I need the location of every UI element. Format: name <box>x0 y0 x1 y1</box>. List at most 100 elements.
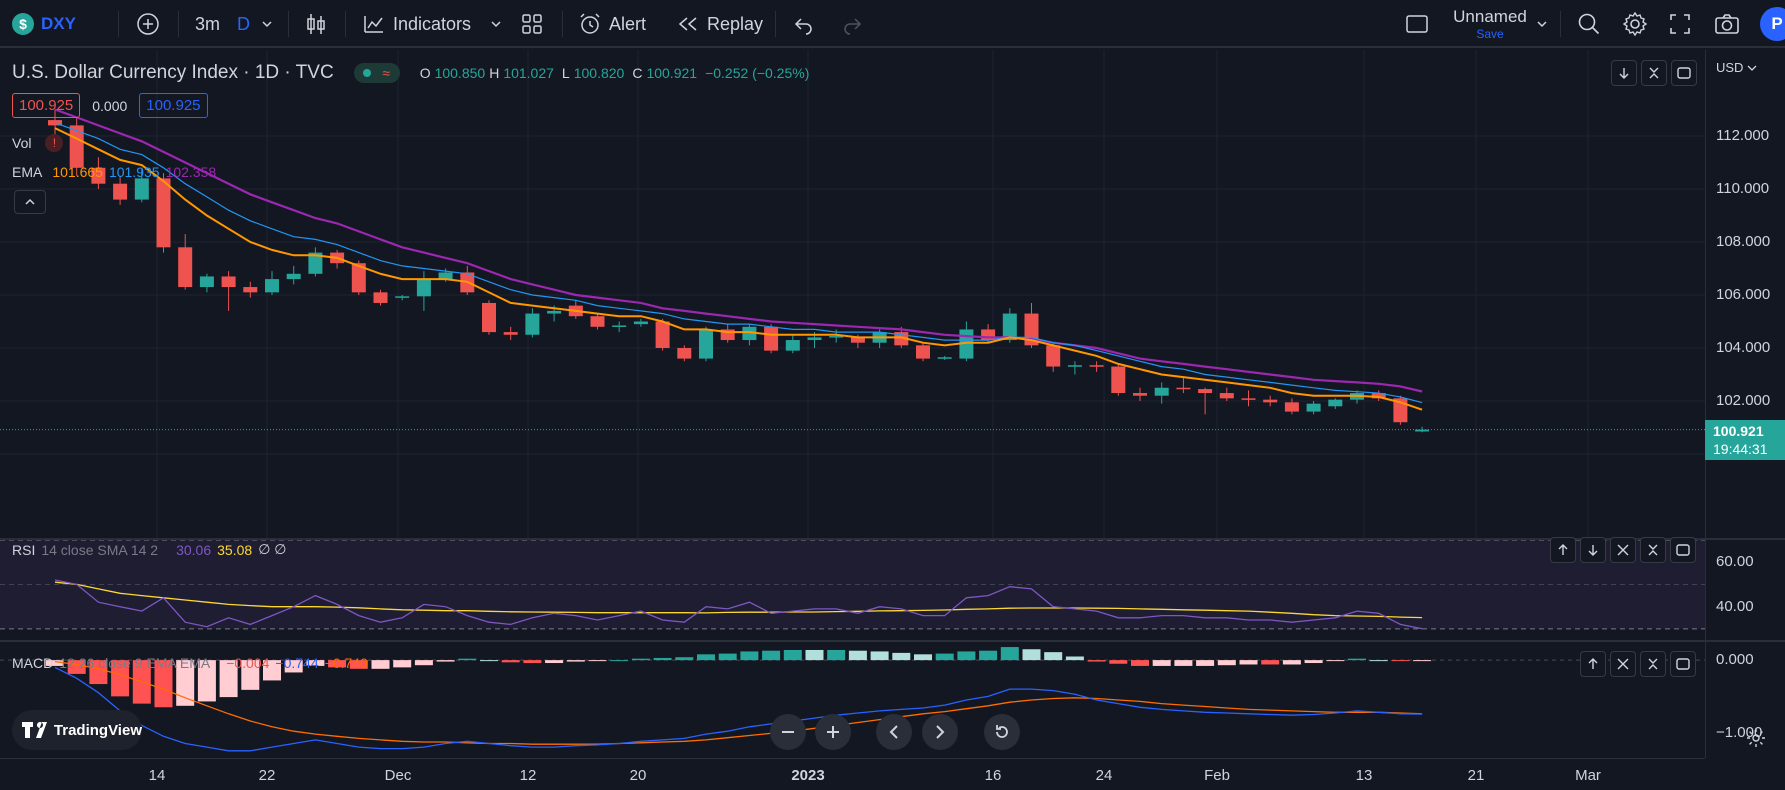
macd-legend[interactable]: MACD 12 26 close 9 EMA EMA −0.004 −0.744… <box>12 655 368 671</box>
layout-name-button[interactable]: Unnamed Save <box>1446 7 1534 41</box>
price-tick-label: 102.000 <box>1716 392 1771 409</box>
collapse-legend-button[interactable] <box>14 190 46 214</box>
replay-button[interactable]: Replay <box>676 0 763 48</box>
time-tick-label: 13 <box>1355 767 1373 784</box>
layout-dropdown[interactable] <box>1536 0 1548 48</box>
indicators-button[interactable]: Indicators <box>362 0 471 48</box>
macd-signal-value: −0.740 <box>324 655 368 671</box>
candle-body <box>1241 398 1256 400</box>
macd-hist-bar <box>1261 660 1280 665</box>
zoom-out-button[interactable] <box>770 714 806 750</box>
add-symbol-button[interactable] <box>136 0 160 48</box>
macd-tick-label: −1.000 <box>1716 723 1763 741</box>
low-value: 100.820 <box>573 65 625 81</box>
volume-legend[interactable]: Vol ! <box>12 134 64 152</box>
scale-settings-button[interactable] <box>1746 728 1766 753</box>
macd-hist-bar <box>197 660 216 702</box>
low-label: L <box>561 65 570 81</box>
fullscreen-button[interactable] <box>1668 0 1692 48</box>
move-pane-up-button[interactable] <box>1550 537 1576 563</box>
maximize-pane-button[interactable] <box>1670 651 1696 677</box>
search-icon <box>1578 13 1600 35</box>
ema-legend[interactable]: EMA 101.665 101.935 102.358 <box>12 164 216 180</box>
candle-body <box>221 276 236 288</box>
buy-price-button[interactable]: 100.925 <box>139 93 208 118</box>
collapse-icon <box>1648 544 1658 556</box>
price-tick-label: 106.000 <box>1716 286 1771 303</box>
candle-body <box>1002 313 1017 341</box>
macd-hist-bar <box>306 660 325 666</box>
macd-hist-bar <box>219 660 238 698</box>
candle-body <box>69 125 84 168</box>
layout-select-checkbox[interactable] <box>1405 0 1429 48</box>
maximize-pane-button[interactable] <box>1671 60 1697 86</box>
maximize-icon <box>1677 67 1691 79</box>
interval-button[interactable]: 3m D <box>195 0 250 48</box>
last-price-label: 100.921 19:44:31 <box>1705 419 1785 460</box>
rsi-label: RSI <box>12 541 36 558</box>
collapse-pane-button[interactable] <box>1641 60 1667 86</box>
macd-hist-bar <box>458 658 477 661</box>
symbol-search-button[interactable]: $ DXY <box>12 0 76 48</box>
maximize-pane-button[interactable] <box>1670 537 1696 563</box>
user-avatar[interactable]: P <box>1760 7 1785 41</box>
avatar-letter: P <box>1771 14 1783 33</box>
minus-icon <box>782 731 794 733</box>
remove-pane-button[interactable] <box>1610 651 1636 677</box>
close-value: 100.921 <box>646 65 698 81</box>
move-pane-down-button[interactable] <box>1611 60 1637 86</box>
price-pane[interactable] <box>0 50 1705 538</box>
candle-body <box>633 321 648 325</box>
market-status-badge[interactable]: ≈ <box>353 63 400 83</box>
indicators-dropdown[interactable] <box>490 0 502 48</box>
spread-value: 0.000 <box>92 97 128 114</box>
maximize-icon <box>1676 658 1690 670</box>
bar-countdown: 19:44:31 <box>1713 440 1768 457</box>
snapshot-button[interactable] <box>1714 0 1740 48</box>
rsi-pane[interactable] <box>0 539 1705 640</box>
move-pane-down-button[interactable] <box>1580 537 1606 563</box>
price-scale[interactable]: USD 112.000 110.000 108.000 106.000 104.000 1… <box>1705 50 1785 758</box>
macd-pane[interactable] <box>0 642 1705 758</box>
alert-button[interactable]: Alert <box>578 0 646 48</box>
pane-divider[interactable] <box>0 538 1785 540</box>
market-open-dot-icon <box>363 69 372 77</box>
time-axis[interactable]: 14 22 Dec 12 20 2023 16 24 Feb 13 21 Mar <box>0 758 1705 790</box>
toolbar-divider <box>345 11 346 37</box>
macd-hist-bar <box>89 660 108 685</box>
tradingview-logo[interactable]: TradingView <box>12 710 142 750</box>
macd-signal-line <box>54 660 1423 745</box>
macd-hist-bar <box>111 660 130 697</box>
ema-slow-value: 102.358 <box>165 164 217 180</box>
undo-button[interactable] <box>792 0 816 48</box>
sell-price-button[interactable]: 100.925 <box>12 93 81 118</box>
collapse-pane-button[interactable] <box>1640 651 1666 677</box>
currency-selector[interactable]: USD <box>1716 60 1757 75</box>
ema-slow-line <box>54 108 1423 393</box>
zoom-in-button[interactable] <box>815 714 851 750</box>
macd-hist-bar <box>979 650 998 661</box>
interval-dropdown[interactable] <box>261 0 273 48</box>
scroll-left-button[interactable] <box>876 714 912 750</box>
currency-label: USD <box>1716 60 1744 75</box>
settings-button[interactable] <box>1622 0 1648 48</box>
macd-hist-bar <box>241 660 260 690</box>
pane-divider[interactable] <box>0 640 1785 642</box>
scroll-right-button[interactable] <box>922 714 958 750</box>
candle-body <box>590 316 605 327</box>
redo-button[interactable] <box>840 0 864 48</box>
rsi-params: 14 close SMA 14 2 <box>41 541 159 558</box>
remove-pane-button[interactable] <box>1610 537 1636 563</box>
error-icon[interactable]: ! <box>45 134 64 152</box>
reset-chart-button[interactable] <box>984 714 1020 750</box>
move-pane-up-button[interactable] <box>1580 651 1606 677</box>
chart-type-button[interactable] <box>305 0 327 48</box>
rsi-legend[interactable]: RSI 14 close SMA 14 2 30.06 35.08 ∅ ∅ <box>12 541 286 558</box>
candle-body <box>1263 399 1278 403</box>
layouts-button[interactable] <box>520 0 544 48</box>
bid-ask-row: 100.925 0.000 100.925 <box>12 93 208 118</box>
candle-body <box>134 178 149 200</box>
rsi-chart <box>0 539 1705 630</box>
search-button[interactable] <box>1576 0 1602 48</box>
collapse-pane-button[interactable] <box>1640 537 1666 563</box>
